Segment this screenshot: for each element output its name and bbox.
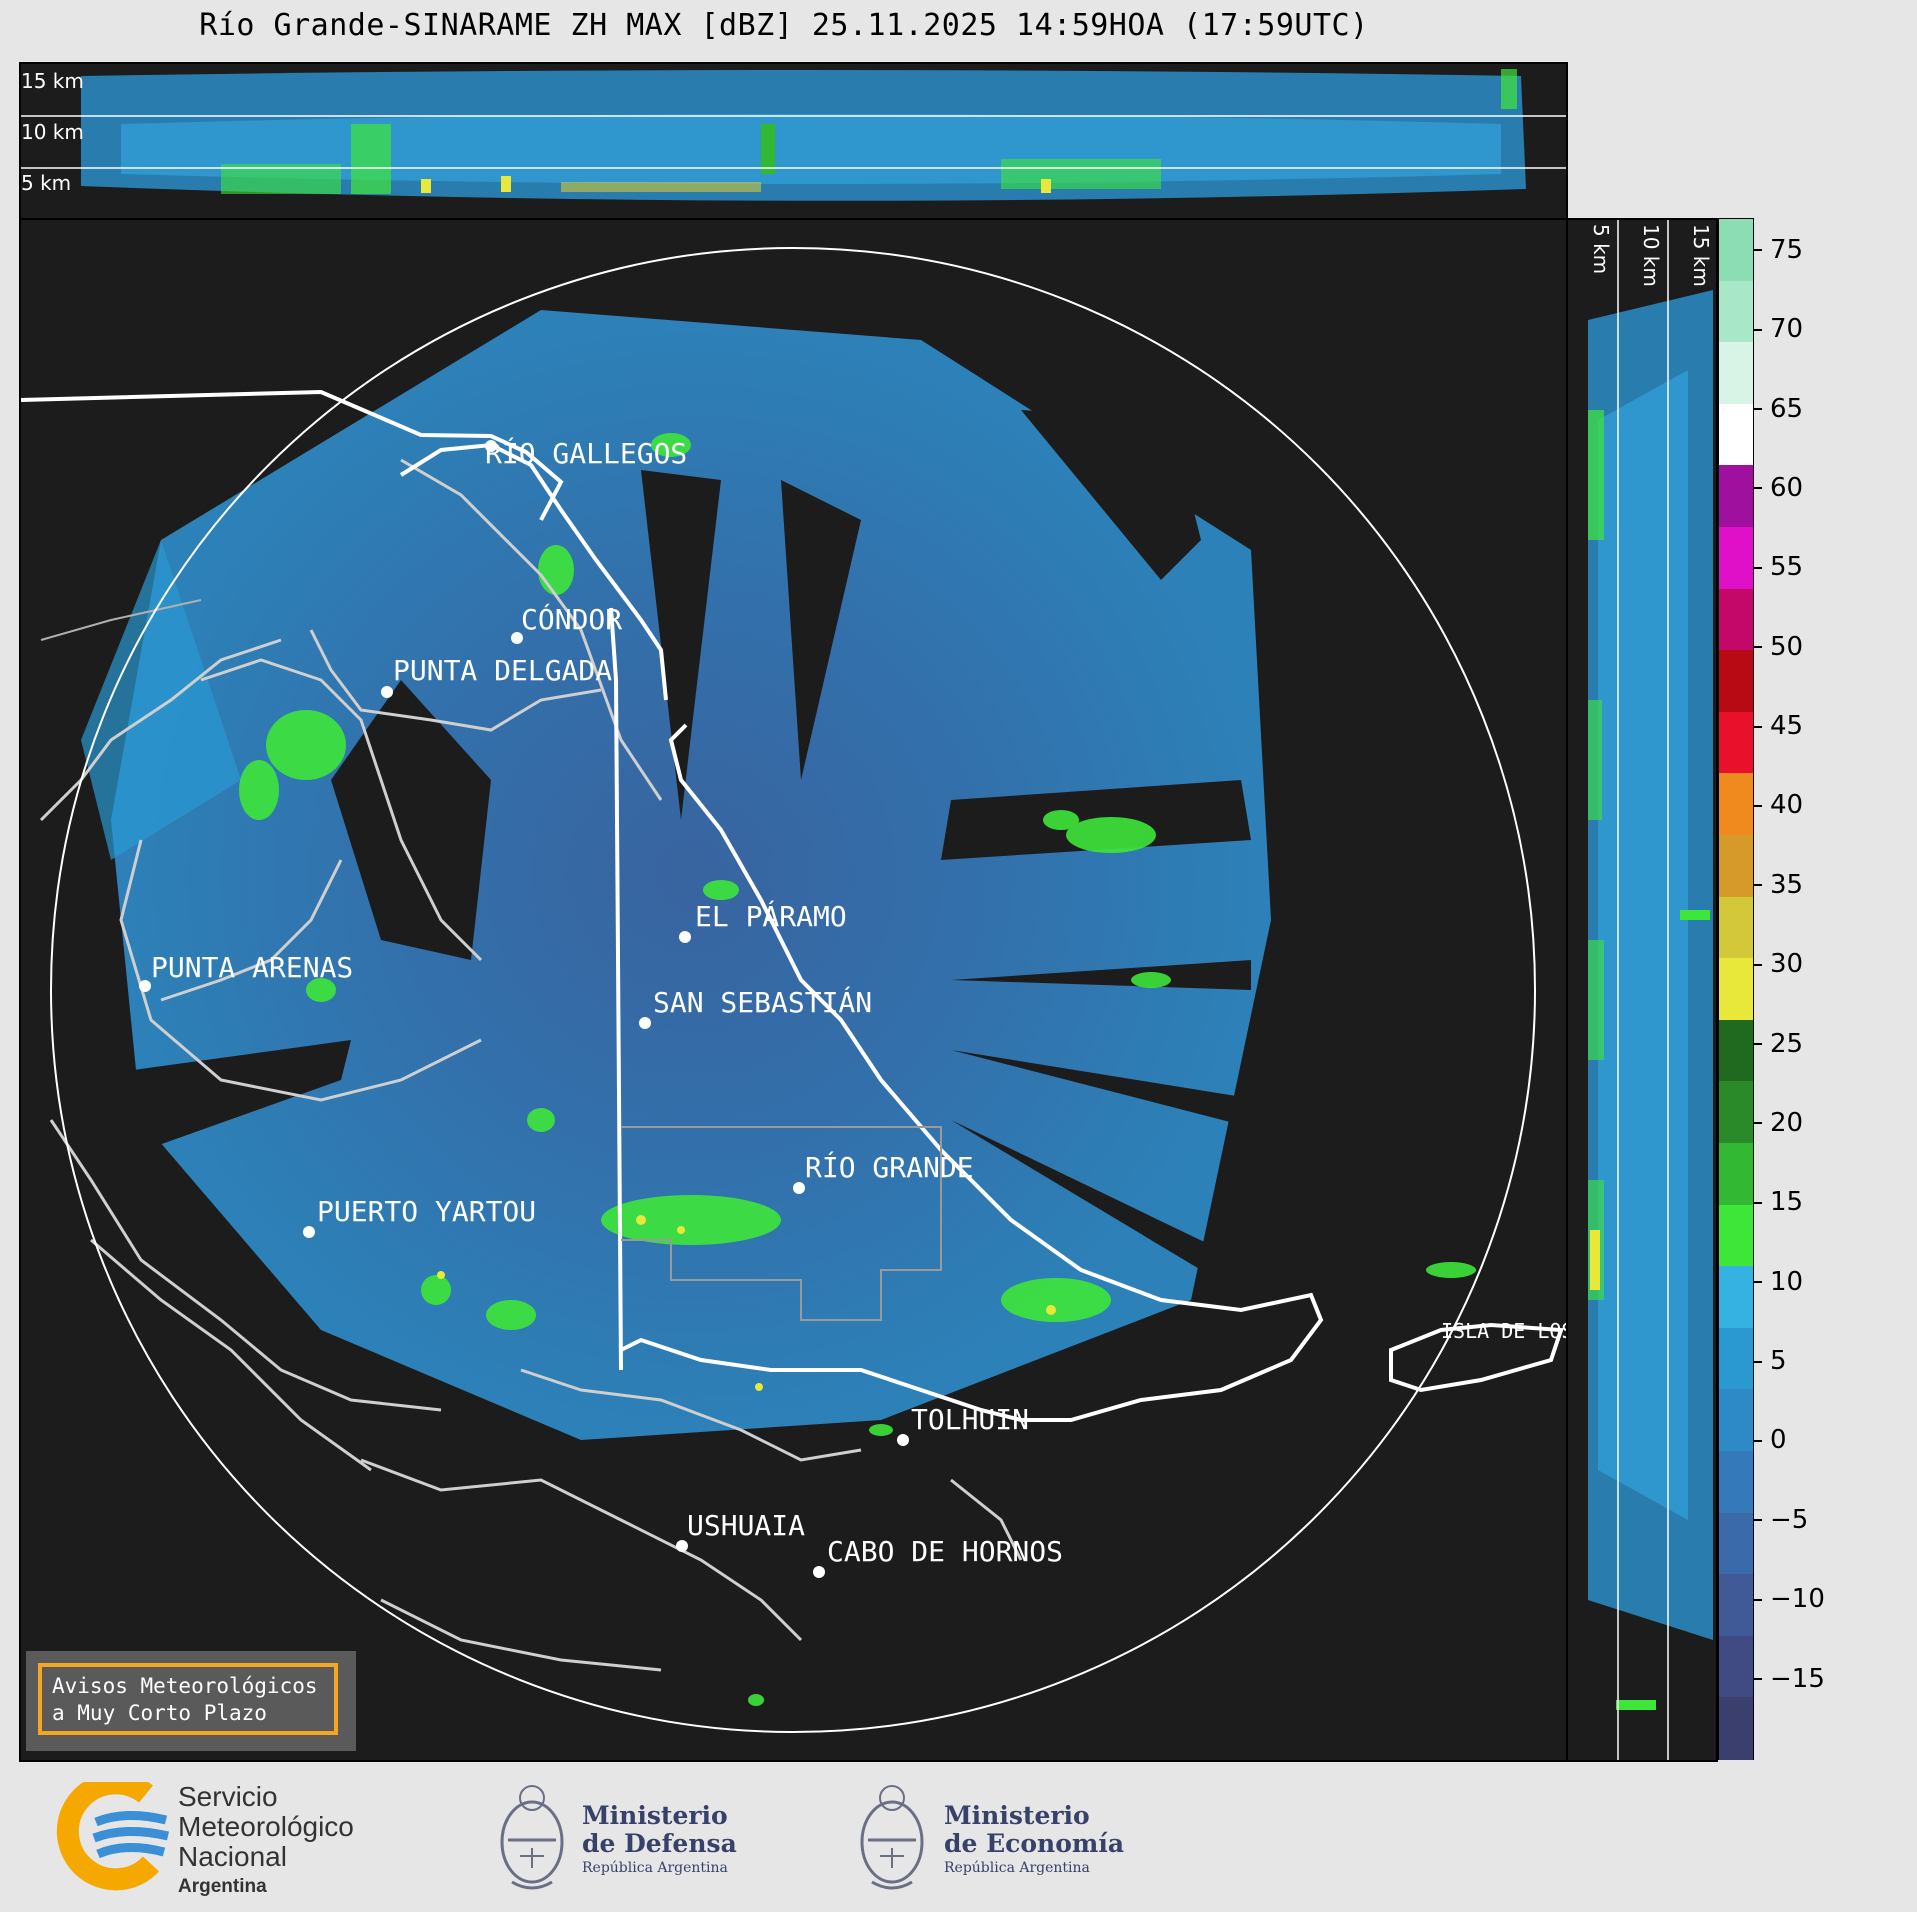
coat-of-arms-icon — [500, 1785, 564, 1890]
colorbar-band — [1719, 958, 1753, 1021]
top-cross-section-graphic: 15 km 10 km 5 km — [21, 69, 1566, 201]
colorbar-tick-label: −5 — [1754, 1507, 1808, 1533]
colorbar-band — [1719, 1019, 1753, 1083]
colorbar-tick-label: 30 — [1754, 951, 1803, 977]
place-label: CÓNDOR — [521, 602, 622, 636]
place-label: RÍO GRANDE — [805, 1150, 974, 1184]
place-label: RÍO GALLEGOS — [485, 436, 687, 470]
colorbar-tick-label: 70 — [1754, 316, 1803, 342]
colorbar-tick-label: 60 — [1754, 475, 1803, 501]
colorbar-band — [1719, 1512, 1753, 1576]
colorbar-band — [1719, 1081, 1753, 1144]
colorbar-band — [1719, 1204, 1753, 1268]
colorbar-tick-label: 0 — [1754, 1427, 1787, 1453]
colorbar-band — [1719, 835, 1753, 898]
colorbar-tick-label: 25 — [1754, 1031, 1803, 1057]
colorbar-band — [1719, 588, 1753, 652]
colorbar-band — [1719, 280, 1753, 344]
colorbar-tick-label: 10 — [1754, 1269, 1803, 1295]
warning-box[interactable]: Avisos Meteorológicos a Muy Corto Plazo — [38, 1663, 338, 1735]
colorbar-tick-label: −15 — [1754, 1666, 1825, 1692]
colorbar-tick-label: 5 — [1754, 1348, 1787, 1374]
top-level-5: 5 km — [21, 171, 71, 195]
colorbar-band — [1719, 1697, 1753, 1760]
right-level-10: 10 km — [1639, 224, 1663, 287]
colorbar-band — [1719, 1635, 1753, 1699]
colorbar-band — [1719, 1266, 1753, 1329]
colorbar-band — [1719, 1451, 1753, 1514]
top-level-10: 10 km — [21, 120, 84, 144]
colorbar-band — [1719, 1389, 1753, 1452]
colorbar-band — [1719, 1574, 1753, 1637]
coat-of-arms-icon — [860, 1785, 924, 1890]
warning-line-2: a Muy Corto Plazo — [52, 1701, 267, 1725]
warning-line-1: Avisos Meteorológicos — [52, 1674, 318, 1698]
colorbar-band — [1719, 896, 1753, 960]
colorbar-tick-label: 15 — [1754, 1189, 1803, 1215]
top-level-15: 15 km — [21, 69, 84, 93]
colorbar-tick-label: 50 — [1754, 634, 1803, 660]
right-cross-section-graphic: 5 km 10 km 15 km — [1588, 220, 1713, 1760]
map-title: Río Grande-SINARAME ZH MAX [dBZ] 25.11.2… — [199, 8, 1369, 43]
place-label: EL PÁRAMO — [695, 899, 847, 933]
colorbar-tick-label: −10 — [1754, 1586, 1825, 1612]
place-label: PUNTA DELGADA — [393, 654, 612, 687]
colorbar-tick-label: 75 — [1754, 237, 1803, 263]
top-cross-section: 15 km 10 km 5 km — [19, 62, 1568, 220]
right-cross-section: 5 km 10 km 15 km — [1566, 218, 1718, 1762]
defensa-logo-text: Ministerio de Defensa República Argentin… — [582, 1801, 737, 1877]
right-level-5: 5 km — [1589, 224, 1613, 274]
colorbar-band — [1719, 773, 1753, 836]
colorbar-tick-label: 35 — [1754, 872, 1803, 898]
colorbar-tick-label: 65 — [1754, 396, 1803, 422]
economia-logo-text: Ministerio de Economía República Argenti… — [944, 1801, 1125, 1877]
place-label: SAN SEBASTIÁN — [653, 985, 872, 1019]
place-label: PUNTA ARENAS — [151, 951, 353, 984]
colorbar-tick-label: 40 — [1754, 792, 1803, 818]
warning-panel[interactable]: Avisos Meteorológicos a Muy Corto Plazo — [26, 1651, 356, 1751]
smn-logo-icon — [56, 1782, 170, 1891]
colorbar-tick-label: 45 — [1754, 713, 1803, 739]
colorbar-band — [1719, 1143, 1753, 1206]
colorbar-band — [1719, 1327, 1753, 1391]
radar-map: RÍO GALLEGOS CÓNDOR PUNTA DELGADA EL PÁR… — [19, 218, 1568, 1762]
colorbar-band — [1719, 342, 1753, 405]
colorbar-tick-label: 55 — [1754, 554, 1803, 580]
radar-map-graphic: RÍO GALLEGOS CÓNDOR PUNTA DELGADA EL PÁR… — [21, 247, 1566, 1733]
colorbar-tick-label: 20 — [1754, 1110, 1803, 1136]
dbz-colorbar — [1718, 218, 1754, 1760]
smn-logo-text: Servicio Meteorológico Nacional Argentin… — [178, 1781, 354, 1898]
colorbar-band — [1719, 403, 1753, 467]
colorbar-band — [1719, 650, 1753, 713]
place-label: CABO DE HORNOS — [827, 1535, 1063, 1568]
place-label: ISLA DE LOS ESTADOS — [1441, 1319, 1566, 1343]
colorbar-band — [1719, 465, 1753, 528]
place-label: PUERTO YARTOU — [317, 1195, 536, 1228]
colorbar-band — [1719, 711, 1753, 775]
place-label: TOLHUIN — [911, 1403, 1029, 1436]
place-label: USHUAIA — [687, 1509, 805, 1542]
colorbar-band — [1719, 219, 1753, 282]
right-level-15: 15 km — [1689, 224, 1713, 287]
colorbar-band — [1719, 527, 1753, 590]
